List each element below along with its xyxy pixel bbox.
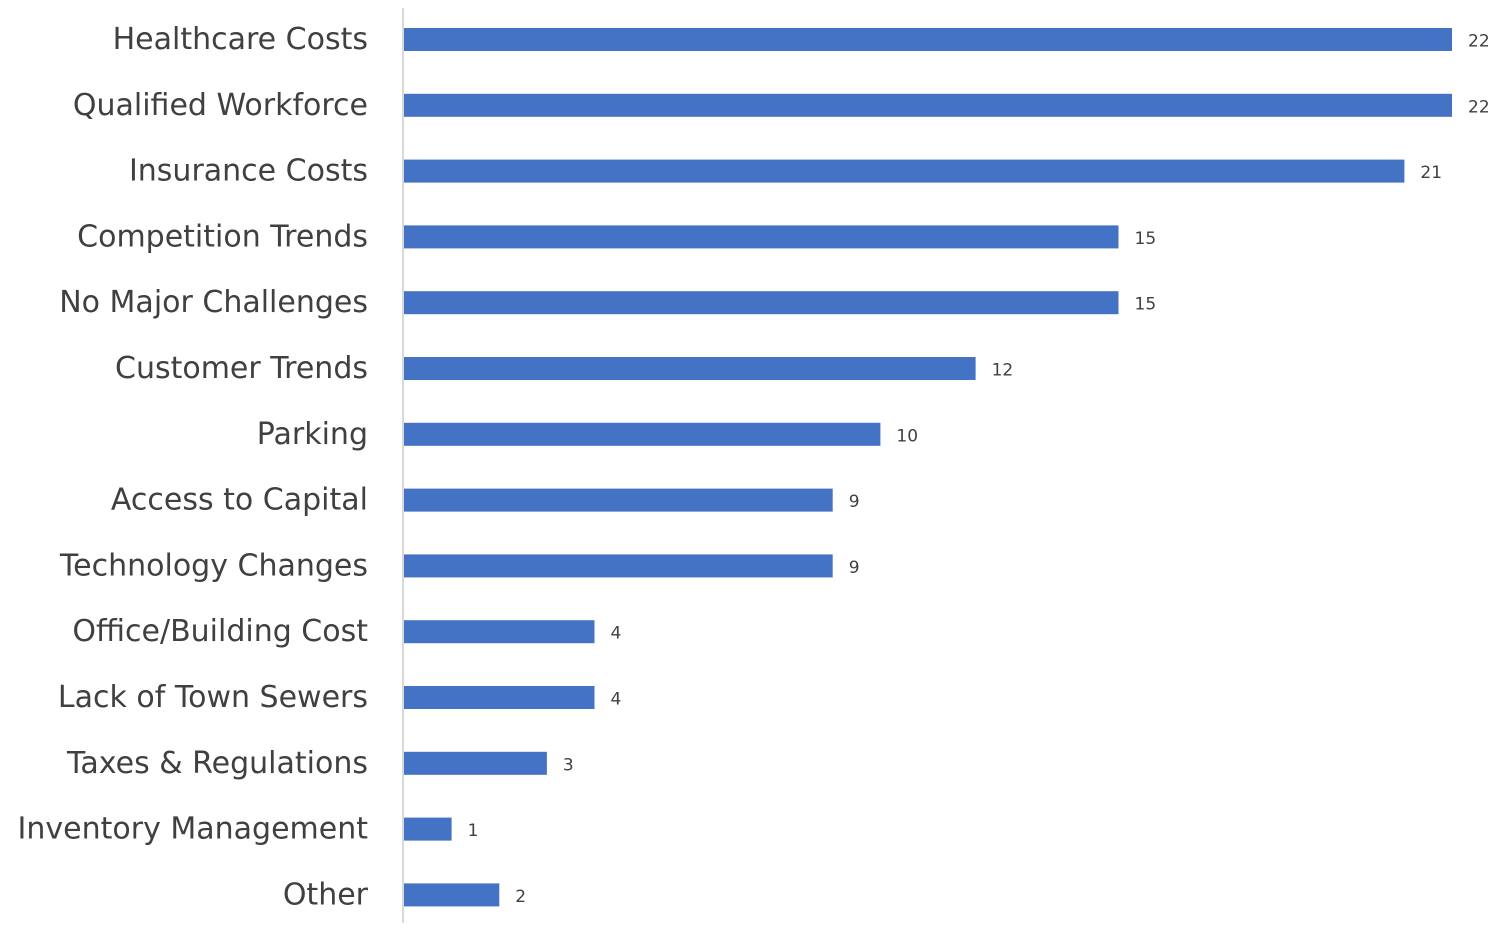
category-label: Technology Changes <box>59 548 368 583</box>
category-label: Access to Capital <box>111 483 368 518</box>
bar-insurance-costs <box>404 159 1405 183</box>
category-label: Healthcare Costs <box>113 22 368 57</box>
bars-layer <box>404 28 1452 907</box>
data-label: 10 <box>896 426 918 446</box>
data-label: 9 <box>849 492 860 512</box>
data-label: 2 <box>515 887 526 907</box>
category-label: Other <box>283 877 369 912</box>
category-label: Taxes & Regulations <box>66 746 368 781</box>
category-label: Parking <box>257 417 368 452</box>
data-label: 4 <box>611 690 622 710</box>
category-label: Insurance Costs <box>129 154 368 189</box>
category-label: Customer Trends <box>115 351 368 386</box>
data-label: 4 <box>611 624 622 644</box>
category-label: Competition Trends <box>77 219 368 254</box>
bar-no-major-challenges <box>404 291 1119 315</box>
bar-other <box>404 883 500 907</box>
bar-inventory-management <box>404 817 452 841</box>
data-label: 15 <box>1135 229 1157 249</box>
data-label: 22 <box>1468 32 1490 52</box>
data-label: 22 <box>1468 97 1490 117</box>
data-label: 1 <box>468 821 479 841</box>
data-label: 21 <box>1420 163 1442 183</box>
category-label: Lack of Town Sewers <box>58 680 368 715</box>
data-label: 12 <box>992 361 1014 381</box>
data-label: 9 <box>849 558 860 578</box>
data-label: 3 <box>563 755 574 775</box>
bar-technology-changes <box>404 554 833 578</box>
bar-taxes-regulations <box>404 751 547 775</box>
category-label: Inventory Management <box>18 812 369 847</box>
bar-parking <box>404 422 881 446</box>
category-labels: Healthcare Costs Qualified Workforce Insur… <box>18 22 369 912</box>
bar-qualified-workforce <box>404 93 1452 117</box>
data-label: 15 <box>1135 295 1157 315</box>
bar-healthcare-costs <box>404 28 1452 51</box>
bar-access-to-capital <box>404 488 833 512</box>
category-label: No Major Challenges <box>59 285 368 320</box>
category-label: Office/Building Cost <box>72 614 368 649</box>
bar-office-building-cost <box>404 620 595 644</box>
bar-competition-trends <box>404 225 1119 249</box>
category-label: Qualified Workforce <box>73 88 368 123</box>
bar-lack-of-town-sewers <box>404 686 595 709</box>
bar-customer-trends <box>404 357 976 380</box>
